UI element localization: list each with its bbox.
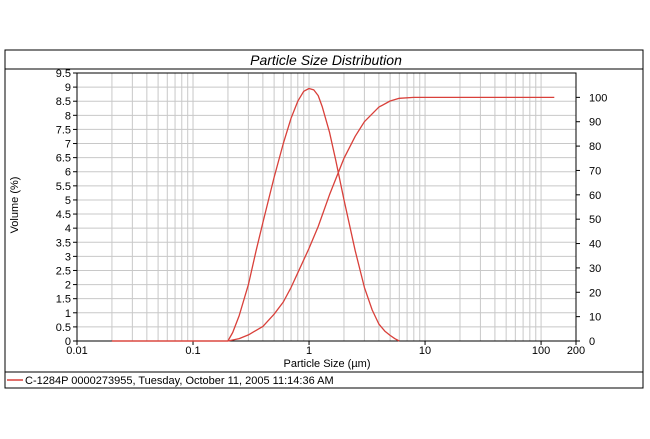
y2-tick-label: 10 [589,312,601,324]
y-tick-label: 3 [65,251,71,263]
y-tick-label: 8 [65,110,71,122]
y2-tick-label: 60 [589,190,601,202]
y-tick-label: 9 [65,82,71,94]
y2-tick-label: 100 [589,92,607,104]
y-tick-label: 1.5 [56,294,71,306]
chart-frame [4,49,644,389]
y2-tick-label: 20 [589,287,601,299]
y-tick-label: 7 [65,139,71,151]
y-tick-label: 2 [65,280,71,292]
chart-title: Particle Size Distribution [250,52,402,68]
grid [77,73,576,341]
x-tick-label: 1 [306,345,312,357]
x-tick-label: 100 [532,345,550,357]
y-tick-label: 6 [65,167,71,179]
y2-tick-label: 80 [589,141,601,153]
y-tick-label: 0 [65,336,71,348]
x-tick-label: 200 [567,345,585,357]
plot-area [76,72,577,342]
series-line-cumulative [111,96,555,342]
y-tick-label: 0.5 [56,322,71,334]
x-axis-title: Particle Size (µm) [283,358,370,370]
y-tick-label: 5 [65,195,71,207]
y-tick-label: 2.5 [56,265,71,277]
y-tick-label: 8.5 [56,96,71,108]
y-tick-label: 5.5 [56,181,71,193]
y2-tick-label: 70 [589,165,601,177]
x-tick-label: 10 [419,345,431,357]
axis-ticks: 0 0.5 1 1.5 2 2.5 3 3.5 4 4.5 5 5.5 6 6.5 7 7.5 8 8.5 9 9.5… [56,68,608,357]
y-tick-label: 9.5 [56,68,71,80]
y2-tick-label: 40 [589,239,601,251]
y-tick-label: 7.5 [56,124,71,136]
series-line-volume [111,87,400,342]
x-tick-label: 0.1 [185,345,200,357]
y-tick-label: 4.5 [56,209,71,221]
series [111,87,555,342]
y-tick-label: 6.5 [56,153,71,165]
y2-tick-label: 50 [589,214,601,226]
y-tick-label: 3.5 [56,237,71,249]
y2-tick-label: 30 [589,263,601,275]
legend-entry: C-1284P 0000273955, Tuesday, October 11,… [25,375,334,387]
y-tick-label: 1 [65,308,71,320]
y-tick-label: 4 [65,223,71,235]
y-axis-title: Volume (%) [9,177,21,234]
y2-tick-label: 0 [589,336,595,348]
y2-tick-label: 90 [589,117,601,129]
x-tick-label: 0.01 [66,345,87,357]
